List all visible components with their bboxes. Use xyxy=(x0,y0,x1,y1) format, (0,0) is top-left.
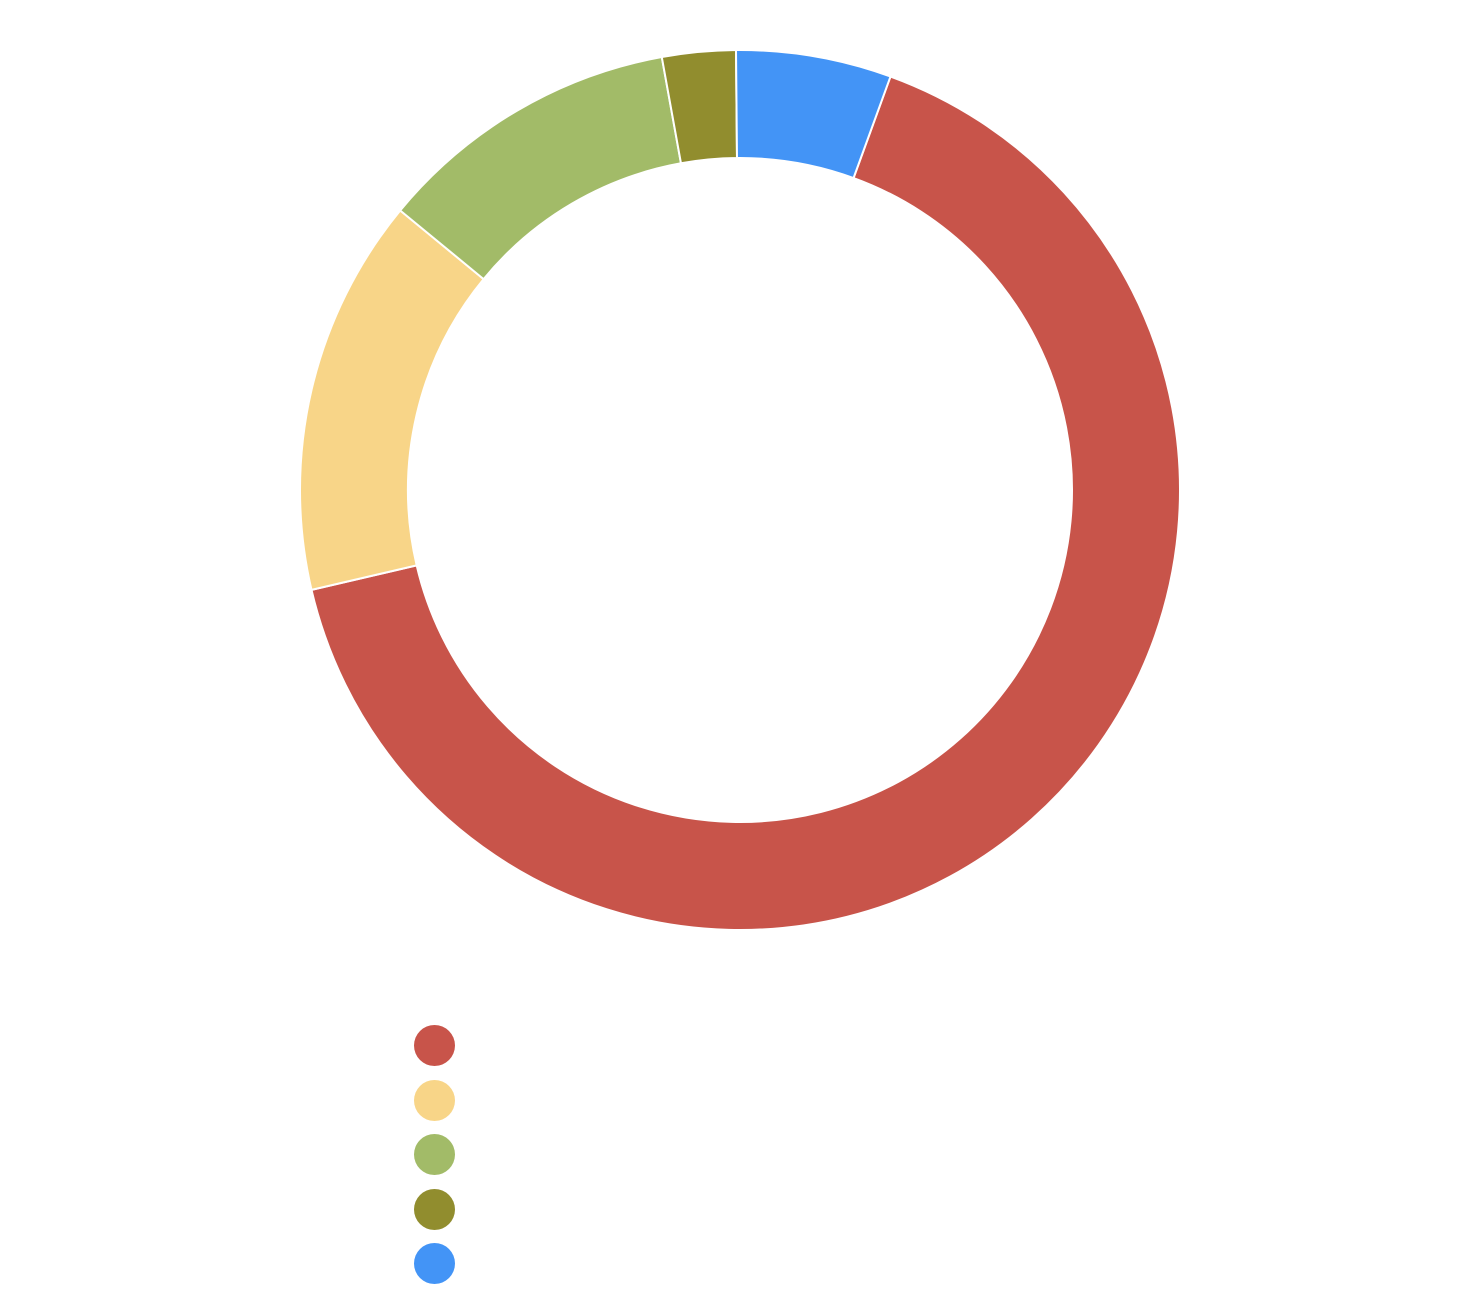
donut-slice-2[interactable] xyxy=(298,209,486,592)
legend-item-2[interactable] xyxy=(414,1079,471,1121)
legend-swatch-2 xyxy=(414,1079,455,1121)
legend-swatch-3 xyxy=(414,1134,455,1175)
legend-swatch-1 xyxy=(414,1025,455,1066)
donut-slice-1[interactable] xyxy=(310,75,1181,931)
legend-item-1[interactable] xyxy=(414,1025,471,1066)
legend-item-3[interactable] xyxy=(414,1134,471,1175)
legend-item-4[interactable] xyxy=(414,1188,471,1230)
donut-slices xyxy=(298,49,1181,931)
donut-slice-5[interactable] xyxy=(734,49,892,180)
legend-swatch-5 xyxy=(414,1243,455,1284)
legend-item-5[interactable] xyxy=(414,1243,471,1284)
donut-slice-3[interactable] xyxy=(398,55,683,281)
legend-swatch-4 xyxy=(414,1188,455,1230)
chart-legend xyxy=(414,1025,471,1298)
